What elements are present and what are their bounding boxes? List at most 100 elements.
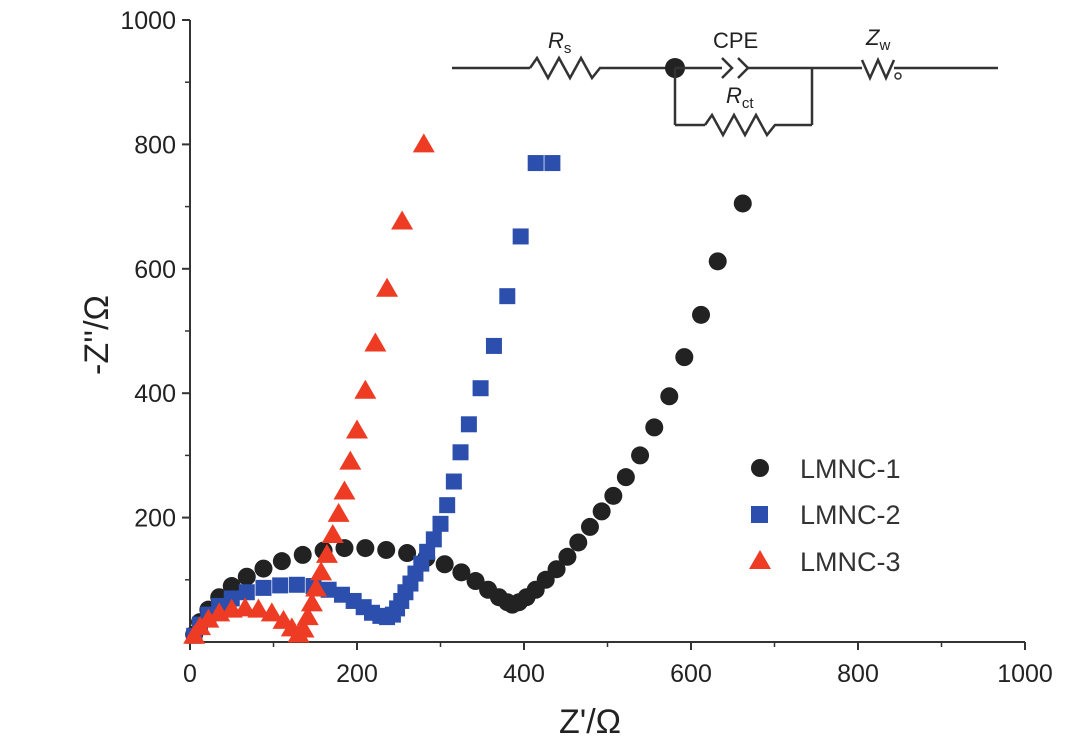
data-point-lmnc-1 bbox=[675, 348, 694, 367]
y-tick-label: 800 bbox=[134, 131, 176, 159]
data-point-lmnc-1 bbox=[452, 563, 471, 582]
data-point-lmnc-1 bbox=[272, 552, 291, 571]
data-point-lmnc-3 bbox=[333, 480, 356, 500]
y-tick-label: 400 bbox=[134, 380, 176, 408]
data-point-lmnc-2 bbox=[272, 577, 289, 594]
legend-marker-lmnc-1 bbox=[751, 459, 769, 477]
data-point-lmnc-3 bbox=[300, 592, 323, 612]
data-point-lmnc-2 bbox=[238, 584, 255, 601]
series-lmnc-3 bbox=[183, 133, 435, 644]
y-ticks: 200 400 600 800 1000 bbox=[120, 7, 190, 581]
data-point-lmnc-2 bbox=[439, 497, 456, 514]
zw-main: Z bbox=[865, 25, 881, 50]
data-point-lmnc-1 bbox=[733, 194, 752, 213]
rct-resistor bbox=[703, 112, 781, 138]
series-layer bbox=[183, 133, 752, 644]
data-point-lmnc-3 bbox=[412, 133, 435, 153]
data-point-lmnc-1 bbox=[398, 544, 417, 563]
data-point-lmnc-2 bbox=[445, 473, 462, 490]
legend: LMNC-1 LMNC-2 LMNC-3 bbox=[749, 454, 901, 577]
data-point-lmnc-1 bbox=[293, 545, 312, 564]
data-point-lmnc-3 bbox=[391, 210, 414, 230]
legend-marker-lmnc-3 bbox=[749, 550, 771, 569]
circuit-label-rct: Rct bbox=[726, 83, 754, 112]
data-point-lmnc-1 bbox=[435, 555, 454, 574]
circuit-label-rs: Rs bbox=[548, 28, 571, 57]
data-point-lmnc-1 bbox=[335, 539, 354, 558]
rct-sub: ct bbox=[742, 95, 755, 112]
circuit-label-zw: Zw bbox=[865, 25, 890, 54]
equivalent-circuit bbox=[452, 55, 998, 138]
data-point-lmnc-1 bbox=[604, 486, 623, 505]
data-point-lmnc-1 bbox=[645, 418, 664, 437]
data-point-lmnc-2 bbox=[288, 576, 305, 593]
data-point-lmnc-3 bbox=[354, 379, 377, 399]
circuit-label-cpe: CPE bbox=[713, 28, 758, 53]
data-point-lmnc-2 bbox=[460, 416, 477, 433]
data-point-lmnc-2 bbox=[512, 228, 529, 245]
data-point-lmnc-3 bbox=[234, 597, 257, 617]
data-point-lmnc-2 bbox=[544, 155, 561, 172]
rct-main: R bbox=[726, 83, 742, 108]
legend-label-lmnc-2: LMNC-2 bbox=[800, 500, 901, 530]
data-point-lmnc-1 bbox=[254, 559, 273, 578]
legend-label-lmnc-3: LMNC-3 bbox=[800, 547, 901, 577]
data-point-lmnc-1 bbox=[237, 567, 256, 586]
zw-sub: w bbox=[878, 37, 890, 54]
x-axis-title: Z'/Ω bbox=[559, 703, 621, 741]
data-point-lmnc-1 bbox=[660, 387, 679, 406]
data-point-lmnc-1 bbox=[466, 572, 485, 591]
warburg-element bbox=[860, 56, 896, 82]
data-point-lmnc-2 bbox=[223, 590, 240, 607]
legend-label-lmnc-1: LMNC-1 bbox=[800, 454, 901, 484]
data-point-lmnc-1 bbox=[708, 252, 727, 271]
rs-resistor bbox=[528, 55, 606, 81]
data-point-lmnc-3 bbox=[364, 332, 387, 352]
data-point-lmnc-2 bbox=[432, 515, 449, 532]
data-point-lmnc-2 bbox=[425, 531, 442, 548]
y-axis-title: -Z''/Ω bbox=[78, 295, 116, 375]
data-point-lmnc-3 bbox=[260, 602, 283, 622]
rs-sub: s bbox=[564, 40, 572, 57]
data-point-lmnc-2 bbox=[527, 155, 544, 172]
data-point-lmnc-1 bbox=[616, 468, 635, 487]
data-point-lmnc-1 bbox=[356, 539, 375, 558]
cpe-element-right bbox=[737, 57, 750, 79]
data-point-lmnc-2 bbox=[419, 543, 436, 560]
data-point-lmnc-3 bbox=[376, 277, 399, 297]
data-point-lmnc-1 bbox=[569, 533, 588, 552]
y-tick-label: 600 bbox=[134, 256, 176, 284]
data-point-lmnc-2 bbox=[472, 380, 489, 397]
x-tick-label: 600 bbox=[670, 660, 712, 688]
data-point-lmnc-1 bbox=[547, 560, 566, 579]
data-point-lmnc-1 bbox=[692, 305, 711, 324]
warburg-open-terminal bbox=[894, 72, 902, 80]
data-point-lmnc-2 bbox=[452, 444, 469, 461]
cpe-element-left bbox=[721, 57, 734, 79]
data-point-lmnc-1 bbox=[377, 540, 396, 559]
rs-main: R bbox=[548, 28, 564, 53]
data-point-lmnc-2 bbox=[255, 579, 272, 596]
data-point-lmnc-3 bbox=[315, 543, 338, 563]
data-point-lmnc-1 bbox=[580, 517, 599, 536]
legend-marker-lmnc-2 bbox=[751, 506, 768, 523]
x-tick-label: 200 bbox=[336, 660, 378, 688]
data-point-lmnc-3 bbox=[327, 502, 350, 522]
y-tick-label: 200 bbox=[134, 505, 176, 533]
x-tick-label: 0 bbox=[183, 660, 197, 688]
data-point-lmnc-3 bbox=[305, 577, 328, 597]
data-point-lmnc-3 bbox=[296, 606, 319, 626]
data-point-lmnc-2 bbox=[485, 337, 502, 354]
data-point-lmnc-1 bbox=[558, 547, 577, 566]
x-ticks: 0 200 400 600 800 1000 bbox=[183, 642, 1053, 688]
data-point-lmnc-3 bbox=[247, 598, 270, 618]
data-point-lmnc-3 bbox=[346, 419, 368, 439]
x-tick-label: 1000 bbox=[997, 660, 1053, 688]
data-point-lmnc-3 bbox=[197, 608, 220, 628]
data-point-lmnc-1 bbox=[592, 502, 611, 521]
data-point-lmnc-1 bbox=[631, 446, 650, 465]
series-lmnc-2 bbox=[186, 155, 561, 644]
data-point-lmnc-3 bbox=[310, 561, 333, 581]
data-point-lmnc-3 bbox=[292, 618, 315, 638]
